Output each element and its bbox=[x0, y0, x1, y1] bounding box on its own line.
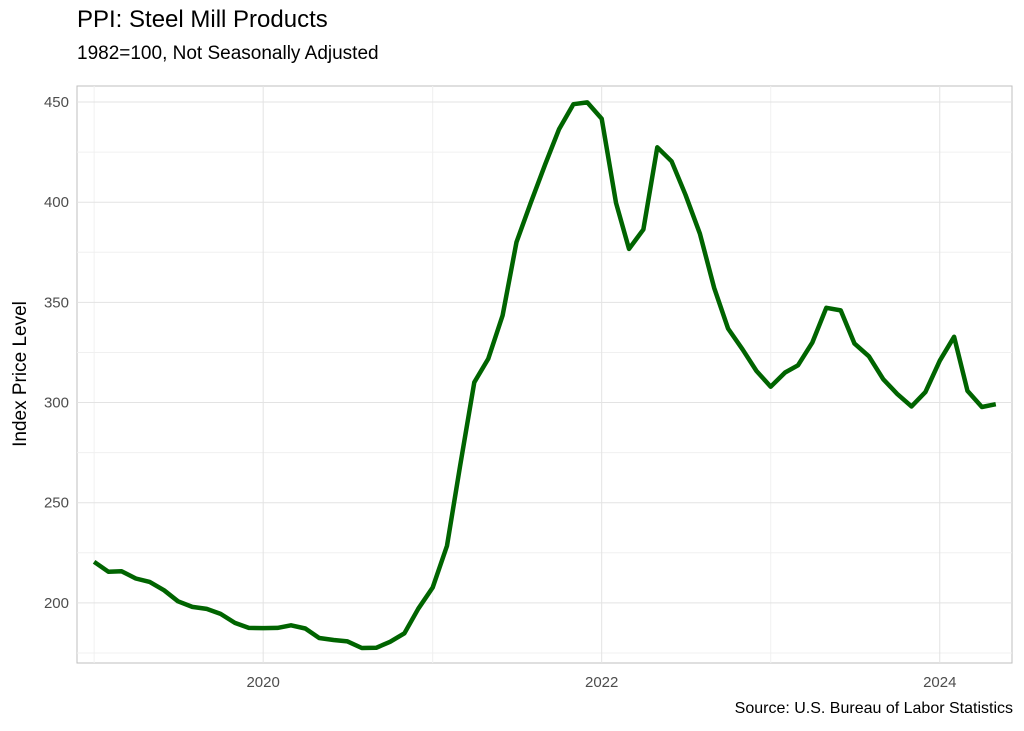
x-tick-label: 2024 bbox=[923, 674, 956, 691]
y-tick-label: 450 bbox=[44, 94, 69, 111]
series-line bbox=[92, 100, 997, 651]
x-axis-ticks: 2020 2022 2024 bbox=[246, 674, 956, 691]
x-tick-label: 2022 bbox=[585, 674, 618, 691]
y-tick-label: 250 bbox=[44, 495, 69, 512]
plot-panel bbox=[76, 85, 1013, 664]
chart-title: PPI: Steel Mill Products bbox=[77, 6, 328, 33]
y-tick-label: 300 bbox=[44, 395, 69, 412]
minor-gridlines bbox=[77, 86, 1012, 663]
series-layer bbox=[92, 100, 997, 651]
chart-subtitle: 1982=100, Not Seasonally Adjusted bbox=[77, 43, 379, 64]
major-gridlines bbox=[77, 86, 1012, 663]
y-axis-label: Index Price Level bbox=[10, 301, 31, 447]
chart-caption: Source: U.S. Bureau of Labor Statistics bbox=[734, 700, 1013, 717]
y-tick-label: 350 bbox=[44, 294, 69, 311]
x-tick-label: 2020 bbox=[246, 674, 279, 691]
y-tick-label: 200 bbox=[44, 595, 69, 612]
y-axis-ticks: 200 250 300 350 400 450 bbox=[44, 94, 69, 612]
y-tick-label: 400 bbox=[44, 194, 69, 211]
